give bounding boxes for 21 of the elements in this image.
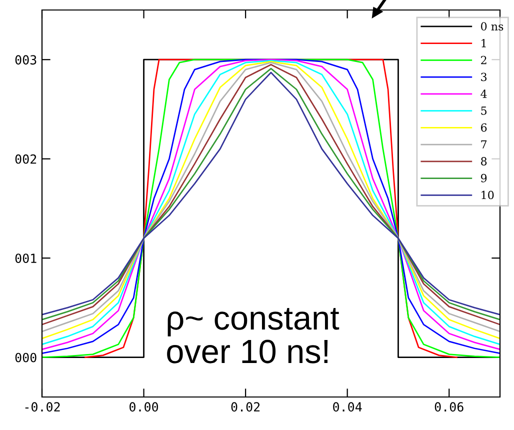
y-tick-label: 002: [15, 154, 36, 164]
legend-label: 6: [481, 123, 487, 132]
annotation: ρ~ constant over 10 ns!: [167, 308, 340, 364]
x-tick-label: 0.02: [231, 402, 260, 412]
y-tick-label: 000: [15, 352, 36, 362]
legend-label: 2: [481, 56, 486, 64]
legend-label: 0 ns: [481, 22, 504, 31]
legend-label: 5: [481, 106, 486, 115]
legend-label: 4: [480, 90, 487, 98]
legend-label: 7: [481, 140, 487, 148]
x-tick-label: 0.04: [333, 402, 362, 412]
x-tick-label: 0.06: [434, 402, 464, 412]
legend-label: 1: [482, 38, 486, 48]
legend-label: 9: [480, 174, 487, 182]
legend-label: 8: [481, 157, 487, 166]
legend-label: 10: [482, 190, 494, 200]
x-tick-label: 0.00: [130, 402, 158, 412]
y-tick-label: 003: [15, 55, 36, 65]
legend-label: 3: [481, 72, 487, 82]
y-tick-label: 001: [15, 254, 36, 264]
x-tick-label: -0.02: [25, 402, 60, 412]
